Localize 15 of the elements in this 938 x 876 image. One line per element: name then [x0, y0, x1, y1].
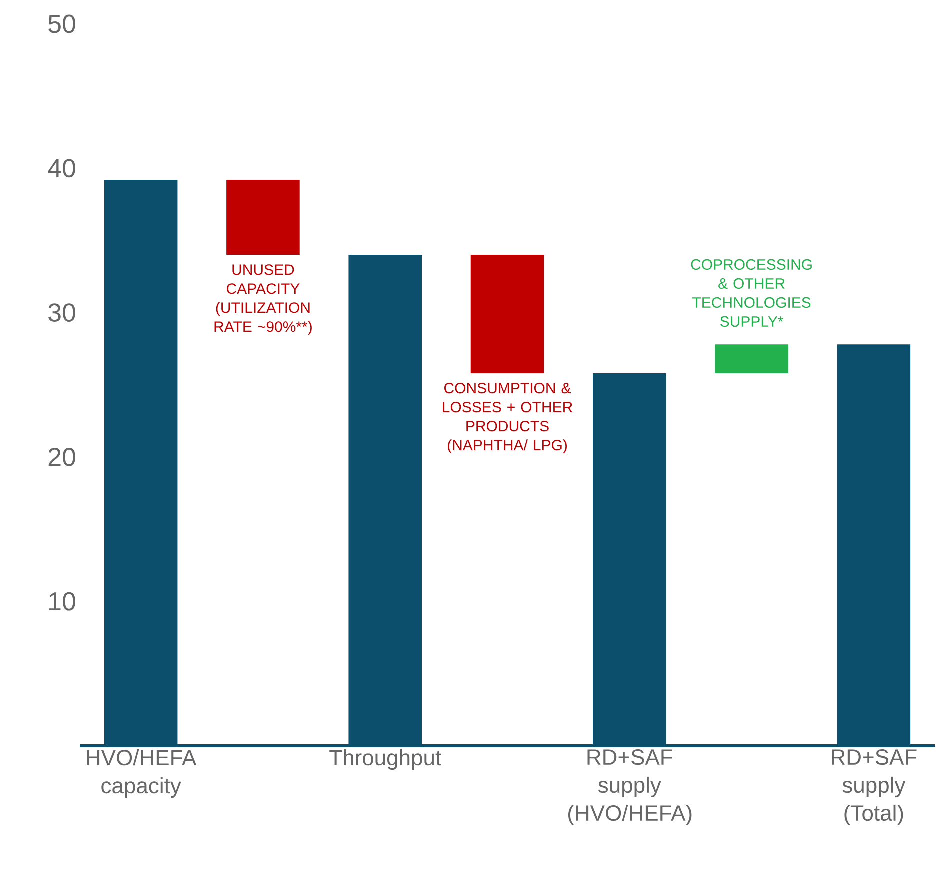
bar	[226, 180, 300, 256]
bar	[470, 255, 544, 374]
bar	[715, 344, 788, 374]
y-tick-label: 10	[50, 592, 76, 611]
x-tick-label: Throughput	[330, 750, 442, 770]
x-tick-label: HVO/HEFA capacity	[87, 750, 197, 798]
x-tick-label: RD+SAF supply (Total)	[832, 750, 917, 826]
annotation: CONSUMPTION & LOSSES + OTHER PRODUCTS (NAPHTHA/ LPG)	[443, 382, 572, 454]
y-tick-label: 20	[48, 448, 76, 466]
y-tick-label: 40	[48, 159, 76, 178]
y-tick-label: 30	[48, 304, 76, 322]
x-tick-label: RD+SAF supply (HVO/HEFA)	[568, 750, 692, 826]
y-tick-label: 50	[48, 14, 76, 34]
annotation: COPROCESSING & OTHER TECHNOLOGIES SUPPLY*	[691, 259, 812, 328]
annotation: UNUSED CAPACITY (UTILIZATION RATE ~90%**)	[214, 264, 312, 336]
